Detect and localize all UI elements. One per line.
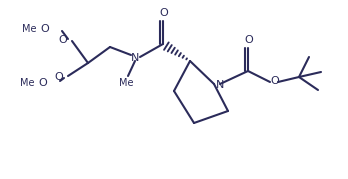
- Text: O: O: [58, 35, 67, 45]
- Text: N: N: [131, 53, 139, 63]
- Text: O: O: [54, 72, 63, 82]
- Text: O: O: [38, 78, 47, 88]
- Text: O: O: [245, 35, 253, 45]
- Text: O: O: [160, 8, 168, 18]
- Text: Me: Me: [119, 78, 133, 88]
- Text: O: O: [271, 76, 279, 86]
- Text: Me: Me: [19, 78, 34, 88]
- Text: N: N: [216, 80, 224, 90]
- Text: Me: Me: [22, 24, 36, 34]
- Text: O: O: [40, 24, 49, 34]
